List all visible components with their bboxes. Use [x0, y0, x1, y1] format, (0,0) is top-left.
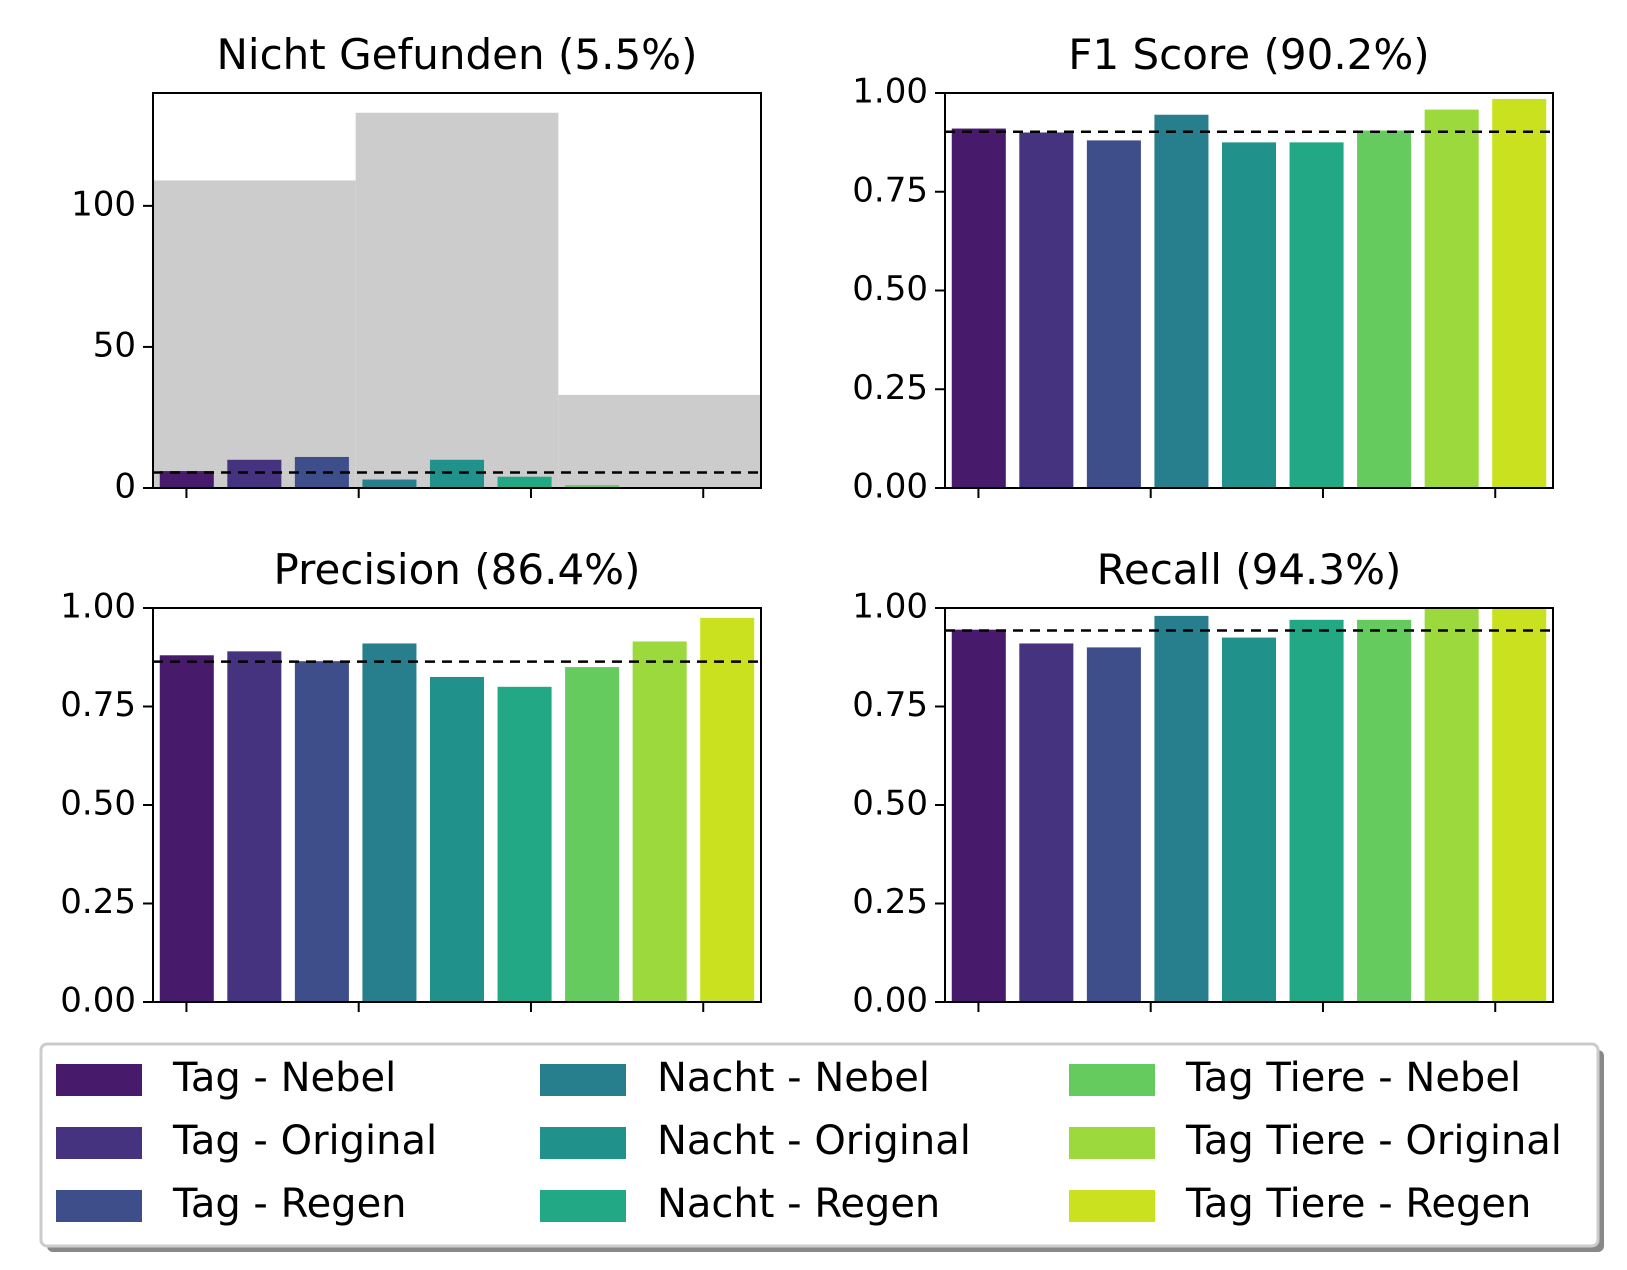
f1-score-bar-3 — [1086, 140, 1141, 488]
recall-bar-5 — [1221, 637, 1277, 1002]
precision-ytick-label: 1.00 — [60, 587, 136, 627]
f1-score-bar-7 — [1357, 130, 1412, 488]
precision-ytick-label: 0.25 — [60, 882, 136, 922]
nicht-gefunden-background-bar-2 — [355, 112, 559, 488]
recall-ytick-label: 0.75 — [852, 685, 928, 725]
f1-score-bar-2 — [1019, 132, 1074, 488]
f1-score-bar-4 — [1154, 114, 1209, 488]
nicht-gefunden-bar-3 — [294, 456, 349, 488]
precision-title: Precision (86.4%) — [274, 545, 641, 594]
f1-score-bar-6 — [1289, 142, 1344, 488]
precision-bar-6 — [497, 686, 552, 1002]
recall-bar-4 — [1154, 615, 1209, 1002]
f1-score-ytick-label: 0.75 — [852, 170, 928, 210]
legend-swatch-5 — [540, 1127, 626, 1159]
precision-bar-3 — [294, 661, 349, 1002]
legend-label-9: Tag Tiere - Regen — [1185, 1181, 1531, 1227]
recall-title: Recall (94.3%) — [1097, 545, 1402, 594]
legend-swatch-2 — [56, 1127, 142, 1159]
nicht-gefunden-ytick-label: 100 — [71, 184, 136, 224]
f1-score-panel: 0.00 0.25 0.50 0.75 1.00 F1 Score (90.2%) — [852, 30, 1554, 507]
recall-ytick-label: 0.25 — [852, 882, 928, 922]
recall-ytick-label: 1.00 — [852, 587, 928, 627]
nicht-gefunden-title: Nicht Gefunden (5.5%) — [217, 30, 698, 79]
legend-label-4: Nacht - Nebel — [657, 1055, 930, 1101]
recall-panel: 0.00 0.25 0.50 0.75 1.00 Recall (94.3%) — [852, 545, 1554, 1021]
recall-bar-7 — [1357, 619, 1412, 1002]
legend-swatch-6 — [540, 1190, 626, 1222]
nicht-gefunden-background-bar-1 — [153, 180, 356, 488]
nicht-gefunden-bar-1 — [159, 471, 214, 488]
legend: Tag - Nebel Tag - Original Tag - Regen Nach… — [39, 1042, 1604, 1252]
legend-label-3: Tag - Regen — [172, 1181, 407, 1227]
f1-score-bar-9 — [1492, 98, 1547, 489]
legend-frame — [39, 1042, 1600, 1248]
legend-swatch-4 — [540, 1064, 626, 1096]
precision-bar-7 — [565, 667, 620, 1002]
nicht-gefunden-bar-5 — [429, 459, 485, 488]
legend-label-1: Tag - Nebel — [172, 1055, 396, 1101]
legend-swatch-8 — [1069, 1127, 1155, 1159]
f1-score-bar-5 — [1221, 142, 1277, 488]
recall-bar-8 — [1424, 608, 1479, 1002]
precision-ytick-label: 0.00 — [60, 981, 136, 1021]
nicht-gefunden-bar-2 — [227, 459, 282, 488]
legend-label-8: Tag Tiere - Original — [1185, 1118, 1562, 1164]
recall-bar-3 — [1086, 647, 1141, 1002]
f1-score-title: F1 Score (90.2%) — [1068, 30, 1429, 79]
nicht-gefunden-bar-7 — [565, 485, 620, 488]
recall-bar-9 — [1492, 608, 1547, 1002]
precision-bar-1 — [159, 655, 214, 1002]
nicht-gefunden-background-bar-3 — [558, 394, 761, 488]
precision-bar-8 — [632, 641, 687, 1002]
recall-bar-6 — [1289, 619, 1344, 1002]
precision-bar-9 — [700, 617, 755, 1002]
recall-ytick-label: 0.00 — [852, 981, 928, 1021]
recall-ytick-label: 0.50 — [852, 784, 928, 824]
legend-label-6: Nacht - Regen — [657, 1181, 940, 1227]
precision-ytick-label: 0.50 — [60, 784, 136, 824]
nicht-gefunden-panel: 0 50 100 Nicht Gefunden (5.5%) — [71, 30, 762, 507]
precision-ytick-label: 0.75 — [60, 685, 136, 725]
precision-panel: 0.00 0.25 0.50 0.75 1.00 Precision (86.4%) — [60, 545, 762, 1021]
legend-swatch-3 — [56, 1190, 142, 1222]
legend-swatch-1 — [56, 1064, 142, 1096]
f1-score-ytick-label: 1.00 — [852, 72, 928, 112]
legend-swatch-9 — [1069, 1190, 1155, 1222]
f1-score-ytick-label: 0.50 — [852, 269, 928, 309]
f1-score-bar-8 — [1424, 109, 1479, 488]
f1-score-ytick-label: 0.00 — [852, 467, 928, 507]
recall-bar-2 — [1019, 643, 1074, 1002]
f1-score-ytick-label: 0.25 — [852, 368, 928, 408]
nicht-gefunden-ytick-label: 50 — [93, 325, 136, 365]
legend-label-2: Tag - Original — [172, 1118, 437, 1164]
nicht-gefunden-axes-frame — [152, 92, 762, 489]
nicht-gefunden-ytick-label: 0 — [114, 467, 136, 507]
legend-label-5: Nacht - Original — [657, 1118, 971, 1164]
precision-bar-2 — [227, 651, 282, 1002]
f1-score-bar-1 — [951, 128, 1006, 489]
legend-swatch-7 — [1069, 1064, 1155, 1096]
legend-label-7: Tag Tiere - Nebel — [1185, 1055, 1521, 1101]
recall-bar-1 — [951, 629, 1006, 1002]
precision-bar-5 — [429, 676, 485, 1002]
precision-bar-4 — [362, 643, 417, 1002]
nicht-gefunden-bar-6 — [497, 476, 552, 488]
nicht-gefunden-bar-4 — [362, 479, 417, 488]
